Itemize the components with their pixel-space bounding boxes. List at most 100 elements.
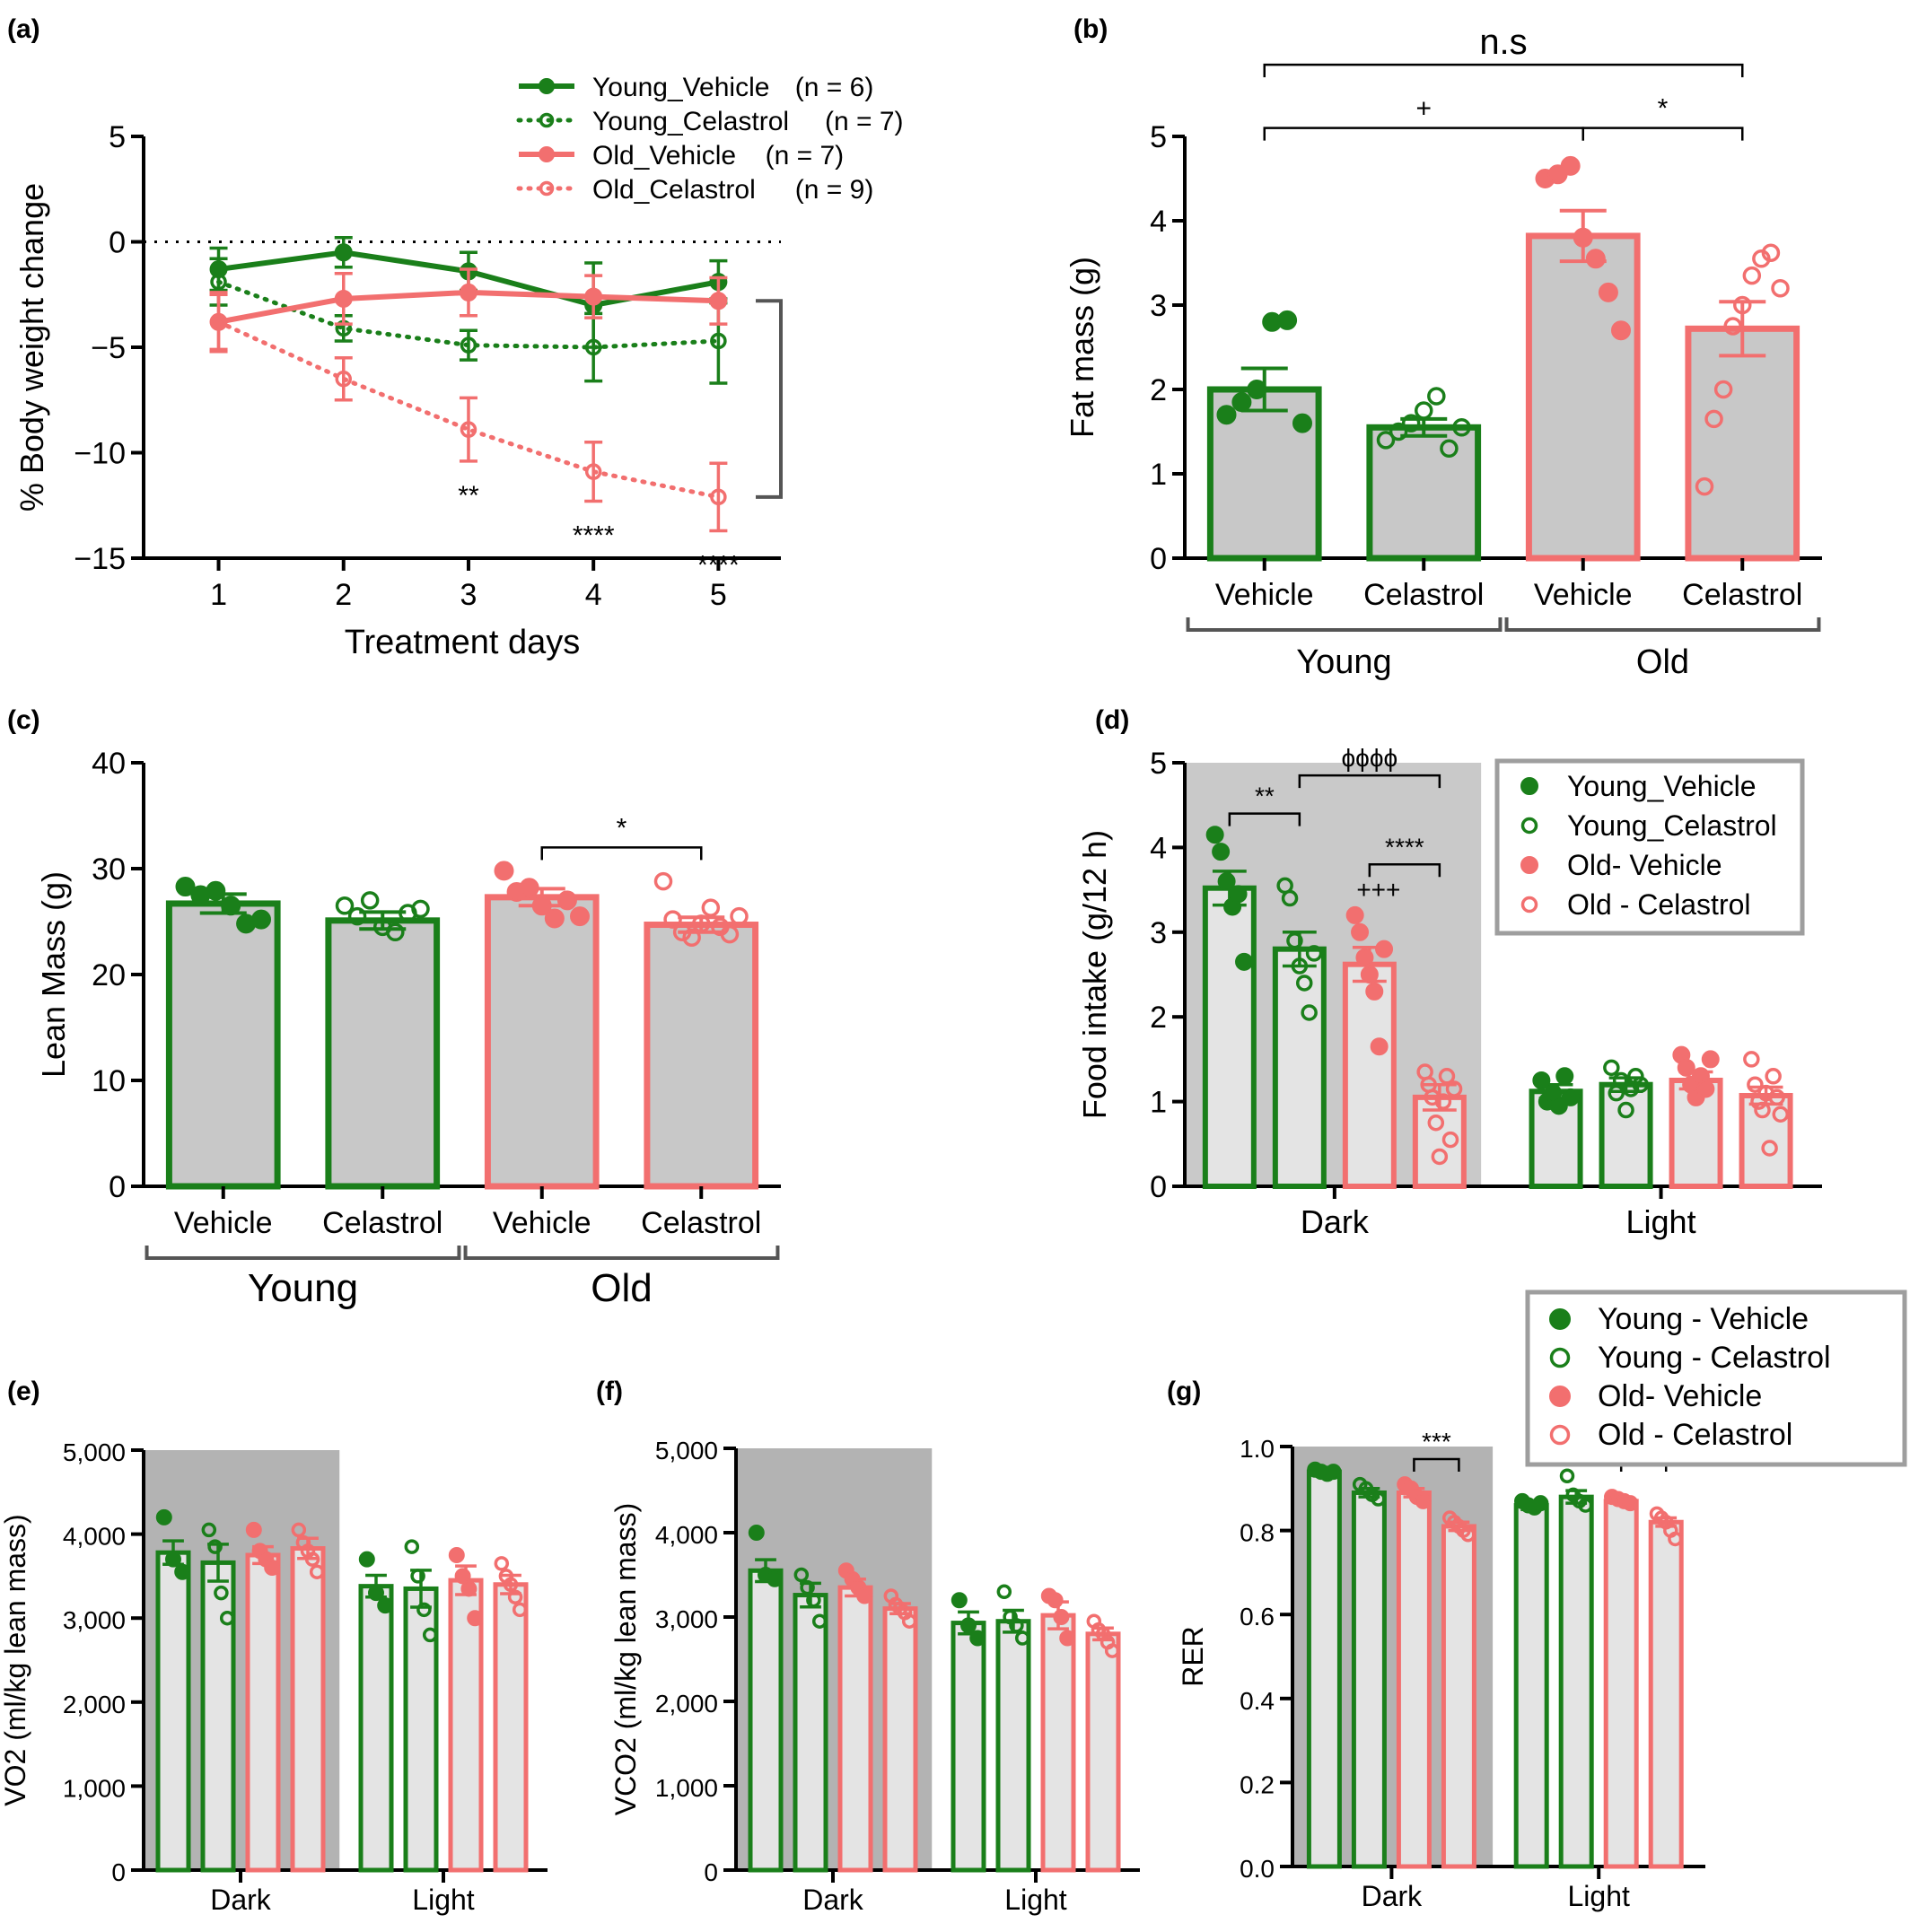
data-point — [1217, 872, 1236, 891]
panel-label: (d) — [1095, 705, 1129, 735]
data-point — [1440, 439, 1459, 459]
y-tick-label: 1,000 — [63, 1774, 126, 1802]
y-axis-label: Fat mass (g) — [1064, 257, 1100, 438]
y-tick-label: 5 — [1150, 120, 1167, 154]
data-point — [334, 243, 353, 262]
significance-mark: ** — [458, 481, 479, 511]
y-tick-label: 20 — [92, 958, 126, 992]
data-point — [1452, 418, 1471, 437]
data-point — [1771, 278, 1790, 298]
group-label: Young — [248, 1266, 358, 1310]
data-point — [1212, 843, 1231, 861]
x-tick-label: Dark — [802, 1884, 864, 1916]
chart-b: 0 1 2 3 4 5 Fat mass (g) Vehicle Celastrol Vehicl… — [1064, 22, 1822, 681]
data-point — [806, 1592, 821, 1608]
data-point — [347, 906, 367, 926]
data-point — [386, 922, 405, 942]
y-tick-label: 2 — [1150, 373, 1167, 407]
bar — [837, 1585, 873, 1873]
bar — [1603, 1499, 1639, 1869]
data-point — [214, 1585, 229, 1601]
panel-label: (e) — [7, 1377, 40, 1406]
y-tick-label: 5,000 — [63, 1438, 126, 1466]
data-point — [250, 909, 271, 930]
data-point — [1743, 1051, 1760, 1068]
y-tick-label: 0 — [109, 226, 126, 260]
y-tick-label: 1,000 — [655, 1774, 718, 1802]
group-bracket — [145, 1246, 461, 1260]
y-axis-label: Lean Mass (g) — [35, 871, 72, 1078]
data-point — [460, 1580, 478, 1597]
data-point — [996, 1584, 1012, 1600]
data-point — [494, 861, 514, 881]
significance-mark: * — [617, 813, 627, 843]
data-point — [951, 1592, 968, 1609]
legend-marker — [1549, 1386, 1571, 1407]
data-point — [569, 906, 590, 927]
significance-mark: *** — [1422, 1428, 1451, 1456]
y-tick-label: 0 — [109, 1170, 126, 1204]
data-point — [411, 899, 430, 919]
data-point — [1229, 885, 1248, 904]
y-tick-label: −15 — [74, 542, 126, 576]
bar — [1040, 1613, 1076, 1873]
data-point — [672, 922, 692, 942]
y-tick-label: −5 — [91, 331, 126, 365]
data-point — [1445, 1080, 1463, 1097]
data-point — [1677, 1058, 1695, 1077]
legend-label: Old - Celastrol — [1598, 1418, 1792, 1452]
data-point — [404, 1539, 420, 1554]
legend-label: Young_Celastrol — [1567, 809, 1777, 842]
significance-bracket — [1368, 863, 1441, 878]
legend-marker — [1520, 777, 1538, 795]
data-point — [720, 924, 740, 944]
data-point — [264, 1560, 281, 1577]
bar — [995, 1619, 1031, 1873]
y-tick-label: 30 — [92, 852, 126, 887]
bar — [1306, 1469, 1342, 1869]
y-tick-label: 0 — [1150, 1170, 1167, 1204]
legend-marker — [1549, 1424, 1571, 1446]
bar — [951, 1621, 986, 1873]
bar — [1513, 1503, 1549, 1869]
data-point — [1009, 1618, 1024, 1633]
data-point — [1578, 1498, 1593, 1513]
data-point — [1415, 1492, 1432, 1509]
data-point — [1701, 1050, 1720, 1069]
significance-bracket — [1581, 127, 1744, 141]
x-tick-label: Vehicle — [1534, 578, 1633, 612]
panel-label: (b) — [1073, 14, 1108, 44]
data-point — [1301, 1004, 1318, 1021]
data-point — [467, 1610, 484, 1627]
significance-bracket — [1228, 812, 1301, 826]
bar — [1272, 946, 1327, 1190]
y-tick-label: 4 — [1150, 831, 1167, 865]
y-tick-label: 3,000 — [63, 1606, 126, 1634]
bar — [1351, 1490, 1387, 1869]
chart-g: 0.00.20.40.60.81.0RERDarkLight****Young … — [1177, 1289, 1907, 1912]
x-tick-label: 5 — [710, 578, 727, 612]
data-point — [710, 332, 727, 350]
bar — [245, 1552, 281, 1873]
y-tick-label: 3,000 — [655, 1605, 718, 1633]
data-point — [1622, 1495, 1639, 1512]
y-tick-label: 3 — [1150, 916, 1167, 950]
x-tick-label: Light — [1568, 1880, 1631, 1912]
legend-marker — [1520, 896, 1538, 914]
bar — [1558, 1494, 1594, 1869]
legend-marker — [1520, 856, 1538, 874]
significance-bracket — [1413, 1457, 1460, 1473]
data-point — [1205, 826, 1224, 844]
chart-a: 5 0 −5 −10 −15 % Body weight change 1 2 3 4 5 Treat… — [13, 73, 904, 661]
data-point — [368, 1585, 384, 1602]
chart-e: 0 1,000 2,000 3,000 4,000 5,000 VO2 (ml/kg lea… — [0, 1438, 548, 1916]
data-point — [1104, 1643, 1120, 1658]
data-point — [1704, 409, 1723, 429]
data-point — [377, 1597, 394, 1614]
data-point — [1370, 1037, 1389, 1056]
data-point — [1014, 1630, 1030, 1646]
data-point — [1389, 422, 1408, 441]
significance-bracket — [1298, 774, 1441, 789]
data-point — [206, 880, 226, 901]
data-point — [1573, 227, 1593, 248]
